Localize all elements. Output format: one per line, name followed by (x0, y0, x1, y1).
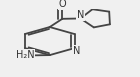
Text: N: N (73, 46, 80, 56)
Text: H₂N: H₂N (16, 50, 34, 60)
Text: N: N (77, 10, 84, 20)
Text: O: O (59, 0, 66, 9)
